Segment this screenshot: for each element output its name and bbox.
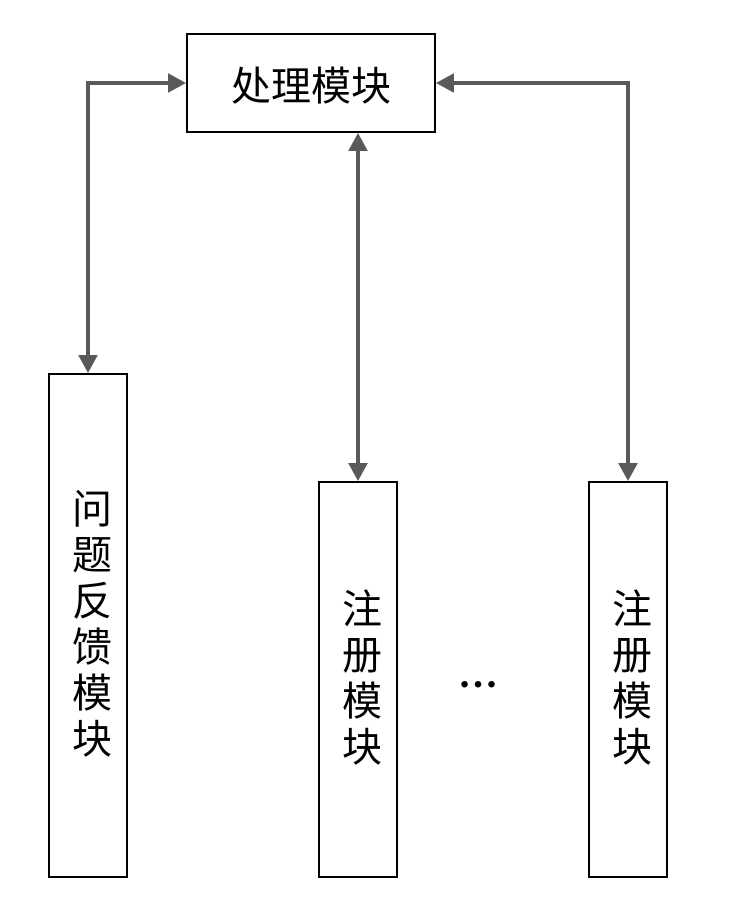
e-top-left-arrowhead-end bbox=[78, 355, 98, 373]
register-module-1-box: 注册模块 bbox=[318, 481, 398, 878]
e-top-right-line bbox=[447, 83, 628, 470]
register-module-n-label: 注册模块 bbox=[599, 588, 657, 772]
e-top-left-arrowhead-start bbox=[168, 73, 186, 93]
processing-module-label: 处理模块 bbox=[231, 54, 391, 112]
ellipsis-label: … bbox=[458, 651, 498, 696]
e-top-right-arrowhead-start bbox=[436, 73, 454, 93]
e-top-left-line bbox=[88, 83, 175, 362]
feedback-module-label: 问题反馈模块 bbox=[59, 488, 117, 764]
ellipsis-dots: … bbox=[458, 650, 498, 697]
processing-module-box: 处理模块 bbox=[186, 33, 436, 133]
register-module-1-label: 注册模块 bbox=[329, 588, 387, 772]
e-top-mid-arrowhead-end bbox=[348, 463, 368, 481]
e-top-mid-arrowhead-start bbox=[348, 133, 368, 151]
e-top-right-arrowhead-end bbox=[618, 463, 638, 481]
feedback-module-box: 问题反馈模块 bbox=[48, 373, 128, 878]
register-module-n-box: 注册模块 bbox=[588, 481, 668, 878]
